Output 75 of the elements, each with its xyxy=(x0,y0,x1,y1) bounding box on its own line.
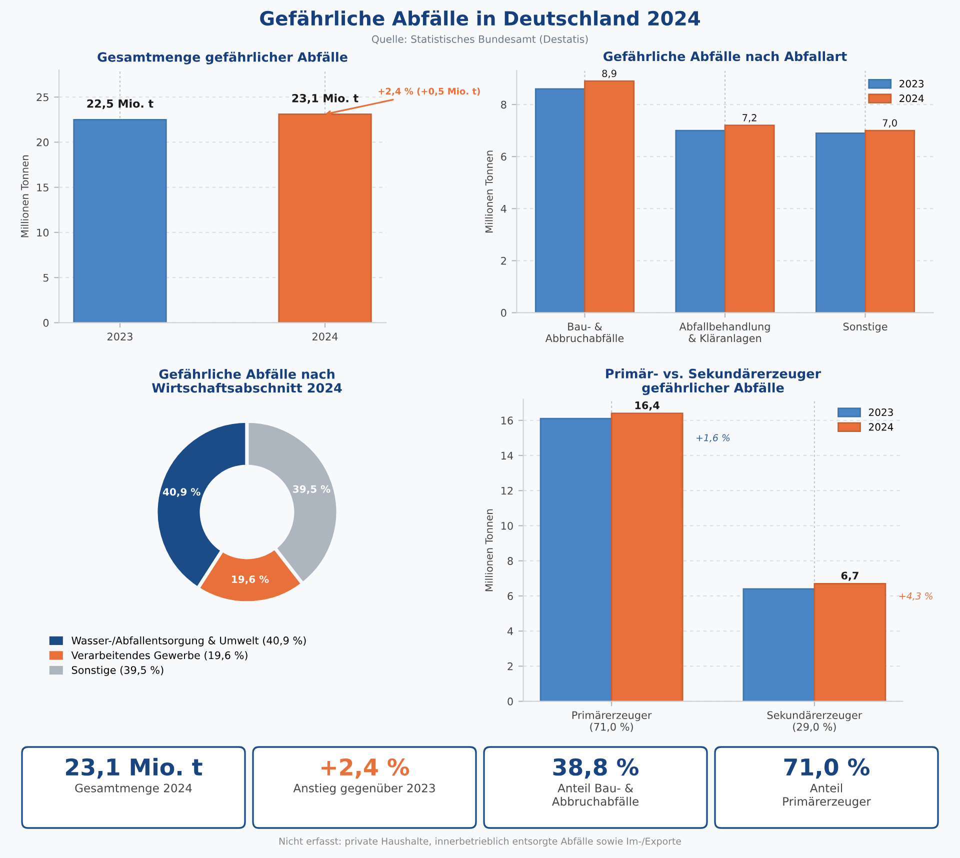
chart-title: Gesamtmenge gefährlicher Abfälle xyxy=(98,52,348,64)
text: 38,8 % xyxy=(553,758,639,779)
legend-label: Sonstige (39,5 %) xyxy=(72,666,164,676)
data-label: 19,6 % xyxy=(232,575,269,584)
x-tick-label: Sonstige xyxy=(843,322,888,333)
y-axis-title: Millionen Tonnen xyxy=(20,155,29,238)
bar xyxy=(815,132,866,313)
y-tick-label: 2 xyxy=(508,662,513,670)
data-label: 22,5 Mio. t xyxy=(87,99,154,110)
x-tick-label: Abfallbehandlung & Kläranlagen xyxy=(679,322,770,344)
text: Anteil Bau- & Abbruchabfälle xyxy=(552,784,638,806)
y-tick-label: 15 xyxy=(37,184,48,192)
y-axis-title: Millionen Tonnen xyxy=(485,509,493,592)
data-label: 40,9 % xyxy=(162,488,200,497)
x-tick-label: Primärerzeuger (71,0 %) xyxy=(572,711,652,732)
legend-label: Verarbeitendes Gewerbe (19,6 %) xyxy=(71,651,248,660)
bar xyxy=(675,130,726,313)
text: Quelle: Statistisches Bundesamt (Destatis) xyxy=(372,35,588,44)
y-tick-label: 10 xyxy=(501,522,513,530)
annotation: +1,6 % xyxy=(696,434,730,442)
y-axis-title: Millionen Tonnen xyxy=(485,150,493,232)
y-tick-label: 25 xyxy=(36,93,48,102)
text: Gefährliche Abfälle in Deutschland 2024 xyxy=(260,10,700,26)
y-tick-label: 0 xyxy=(501,308,506,317)
y-tick-label: 6 xyxy=(508,592,513,600)
y-tick-label: 4 xyxy=(500,204,506,213)
bar xyxy=(534,88,586,313)
y-tick-label: 20 xyxy=(36,138,49,146)
y-tick-label: 8 xyxy=(501,100,506,109)
y-tick-label: 8 xyxy=(508,557,513,565)
data-label: 16,4 xyxy=(635,401,660,411)
bar xyxy=(724,124,775,313)
bar xyxy=(864,130,916,313)
data-label: 7,0 xyxy=(882,119,897,128)
data-label: 8,9 xyxy=(602,70,616,78)
chart-title: Gefährliche Abfälle nach Abfallart xyxy=(604,51,847,62)
bar xyxy=(610,412,684,702)
y-tick-label: 0 xyxy=(508,698,513,706)
chart-title: Primär- vs. Sekundärerzeuger gefährlicher Abfälle xyxy=(606,368,822,396)
annotation: +4,3 % xyxy=(899,592,932,601)
y-tick-label: 6 xyxy=(501,152,506,161)
text: Anteil Primärerzeuger xyxy=(783,784,871,808)
y-tick-label: 2 xyxy=(501,256,506,265)
x-tick-label: 2023 xyxy=(108,332,132,340)
bar xyxy=(742,588,816,702)
data-label: 23,1 Mio. t xyxy=(292,94,358,104)
legend-label: Wasser-/Abfallentsorgung & Umwelt (40,9 %) xyxy=(72,636,306,646)
y-tick-label: 14 xyxy=(501,452,513,460)
legend-label: 2023 xyxy=(868,408,893,416)
bar xyxy=(814,582,886,702)
annotation: +2,4 % (+0,5 Mio. t) xyxy=(378,88,480,96)
text: Gesamtmenge 2024 xyxy=(75,784,192,795)
x-tick-label: Sekundärerzeuger (29,0 %) xyxy=(767,711,862,732)
x-tick-label: 2024 xyxy=(312,332,338,340)
legend-label: 2024 xyxy=(900,94,924,102)
text: +2,4 % xyxy=(322,758,410,779)
y-tick-label: 4 xyxy=(507,627,513,636)
x-tick-label: Bau- & Abbruchabfälle xyxy=(545,322,624,342)
text: Anstieg gegenüber 2023 xyxy=(293,784,435,795)
text: 23,1 Mio. t xyxy=(66,758,202,779)
data-label: 6,7 xyxy=(841,572,858,581)
bar xyxy=(584,80,635,313)
text: Nicht erfasst: private Haushalte, innerbetrieblich entsorgte Abfälle sowie Im-/Exporte xyxy=(279,837,681,847)
y-tick-label: 10 xyxy=(37,228,49,237)
bar xyxy=(540,418,612,702)
y-tick-label: 5 xyxy=(43,274,48,282)
y-tick-label: 16 xyxy=(501,416,513,424)
chart-title: Gefährliche Abfälle nach Wirtschaftsabschnitt 2024 xyxy=(152,368,342,393)
text: 71,0 % xyxy=(784,758,870,779)
legend-label: 2023 xyxy=(900,80,924,88)
data-label: 7,2 xyxy=(742,114,756,122)
data-label: 39,5 % xyxy=(293,485,330,494)
y-tick-label: 12 xyxy=(501,486,513,495)
legend-label: 2024 xyxy=(868,423,894,431)
y-tick-label: 0 xyxy=(43,318,49,327)
